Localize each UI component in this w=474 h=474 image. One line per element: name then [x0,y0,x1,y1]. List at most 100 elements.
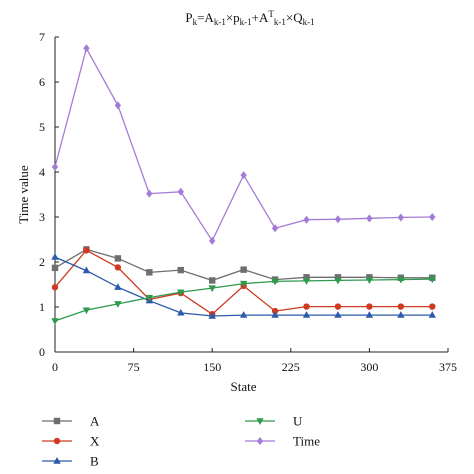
x-tick-label: 375 [439,360,457,374]
y-tick-label: 5 [39,120,45,134]
legend-item-b: B [42,454,99,469]
series-a [51,246,436,284]
y-axis: 0 1 2 3 4 5 6 7 [39,30,59,359]
title-part: k [193,17,198,27]
series-time-point [83,44,90,53]
title-part: k-1 [303,17,315,27]
title-part: T [268,9,274,19]
legend-marker-x [53,437,61,445]
series-time [51,44,436,245]
series-b [51,253,436,319]
series-a-point [209,277,216,284]
series-a-line [54,248,433,282]
series-u-point [302,278,311,285]
series-u-point [271,278,279,286]
series-a-point [303,274,310,281]
series-u-point [365,277,374,284]
series-time-point [271,224,279,233]
series-time-point [366,214,373,223]
x-tick-label: 0 [52,360,58,374]
series-x-point [429,303,436,310]
y-tick-label: 6 [39,75,45,89]
legend-label-a: A [90,414,100,429]
series-time-point [51,163,59,172]
series-b-point [334,311,342,318]
series-a-point [114,255,122,262]
series-time-line [54,46,433,243]
legend-marker-b [53,457,61,464]
title-part: +A [252,10,269,25]
x-tick-label: 75 [128,360,140,374]
series-u [51,276,436,325]
y-tick-label: 1 [39,300,45,314]
series-a-point [177,266,184,274]
series-b-point [239,311,248,318]
title-part: P [185,10,192,25]
series-x-point [114,264,122,271]
legend-item-a: A [42,414,100,429]
y-tick-label: 7 [39,30,45,44]
series-x-point [51,284,59,291]
legend-item-time: Time [245,434,320,449]
series-u-point [82,307,91,315]
legend-item-u: U [245,414,303,429]
series-u-point [114,301,122,308]
title-part: =A [197,10,214,25]
x-tick-label: 300 [360,360,378,374]
legend-label-b: B [90,454,99,469]
series-u-point [51,318,59,325]
series-b-point [51,253,59,260]
title-part: k-1 [214,17,226,27]
series-x-point [366,303,373,310]
legend-marker-u [256,418,264,425]
y-axis-title: Time value [16,165,31,224]
series-u-point [397,276,405,284]
series-time-point [114,101,122,110]
series-x-point [334,303,342,310]
series-time-point [303,215,310,224]
legend: AXB U Time [42,414,320,469]
series-time-point [209,236,216,245]
title-part: k-1 [274,17,286,27]
series-u-point [334,277,342,285]
series-x-point [303,303,310,310]
series-layer [51,44,436,325]
title-part: ×Q [286,10,303,25]
series-x-point [83,247,90,254]
series-b-point [114,283,122,290]
series-time-point [429,213,436,221]
x-tick-label: 225 [282,360,300,374]
series-u-point [177,289,185,297]
series-time-point [177,187,184,196]
series-a-point [51,264,59,272]
legend-label-u: U [293,414,303,429]
series-b-point [271,311,279,318]
series-b-point [208,312,216,319]
series-b-point [365,311,374,318]
y-tick-label: 0 [39,345,45,359]
legend-item-x: X [42,434,100,449]
series-a-point [146,269,153,276]
series-u-point [145,294,154,302]
series-x-point [397,303,405,310]
y-tick-label: 3 [39,210,45,224]
legend-marker-a [53,417,61,425]
legend-label-x: X [90,434,100,449]
legend-marker-time [256,437,264,445]
series-u-point [239,280,248,288]
series-b-point [397,311,405,318]
legend-label-time: Time [293,434,320,449]
series-time-point [240,171,247,180]
series-a-point [240,266,247,273]
series-time-point [397,213,405,222]
x-axis-title: State [231,379,257,394]
series-a-point [334,274,342,281]
title-part: k-1 [240,17,252,27]
y-tick-label: 4 [39,165,45,179]
series-b-point [82,266,91,274]
series-x-point [271,307,279,315]
y-tick-label: 2 [39,255,45,269]
series-b-point [428,311,436,318]
series-time-point [146,189,153,198]
series-b-point [177,308,185,316]
